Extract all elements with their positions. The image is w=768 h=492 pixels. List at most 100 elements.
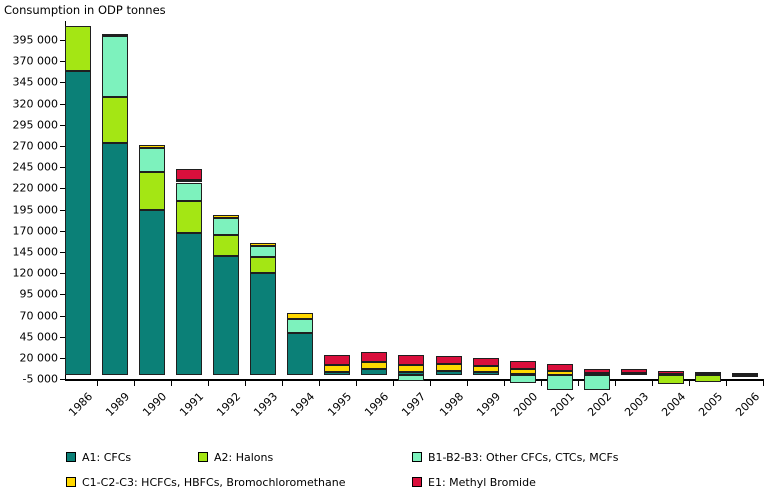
y-tick-mark <box>60 358 65 359</box>
x-tick-mark <box>467 381 468 386</box>
y-tick-mark <box>60 61 65 62</box>
y-tick-label: 370 000 <box>12 54 59 68</box>
bar-segment <box>250 273 277 375</box>
bar-segment <box>213 235 240 257</box>
x-tick-label: 1994 <box>288 390 318 419</box>
y-tick-mark <box>60 379 65 380</box>
bar-segment <box>250 243 277 247</box>
x-tick-mark <box>541 381 543 386</box>
y-tick-mark <box>60 146 65 147</box>
legend-label-e1-methyl-bromide: E1: Methyl Bromide <box>428 476 536 489</box>
bar-segment <box>620 368 647 373</box>
y-tick-mark <box>60 337 65 338</box>
y-tick-label: 20 000 <box>19 351 59 365</box>
x-tick-mark <box>689 381 691 386</box>
y-tick-mark <box>60 210 65 211</box>
bar-segment <box>287 332 314 375</box>
bar-segment <box>583 368 610 373</box>
x-tick-mark <box>504 381 506 386</box>
y-tick-mark <box>60 231 65 232</box>
bar-segment <box>620 372 647 375</box>
bar-segment <box>250 256 277 274</box>
bar-segment <box>509 375 536 383</box>
y-tick-label: 320 000 <box>12 97 59 111</box>
y-tick-label: -5 000 <box>22 372 58 386</box>
bar-segment <box>176 179 203 183</box>
bar-segment <box>139 147 166 173</box>
bar-segment <box>213 215 240 219</box>
bar-segment <box>435 364 462 371</box>
y-tick-label: 395 000 <box>12 33 59 47</box>
y-tick-label: 345 000 <box>12 75 59 89</box>
y-tick-label: 45 000 <box>19 330 59 344</box>
x-tick-mark <box>392 381 394 386</box>
chart-title: Consumption in ODP tonnes <box>4 3 166 17</box>
x-tick-label: 1999 <box>473 390 503 419</box>
bar-segment <box>213 256 240 375</box>
legend-label-c1-c2-c3: C1-C2-C3: HCFCs, HBFCs, Bromochlorometha… <box>82 476 346 489</box>
y-tick-mark <box>60 316 65 317</box>
x-tick-label: 2003 <box>621 390 651 419</box>
bar-segment <box>324 372 351 375</box>
y-tick-mark <box>60 125 65 126</box>
bar-segment <box>361 369 388 375</box>
bar-segment <box>324 364 351 373</box>
x-tick-label: 2006 <box>733 390 763 419</box>
x-tick-label: 1986 <box>66 390 96 419</box>
bar-segment <box>139 172 166 210</box>
legend-swatch-b1-b2-b3 <box>412 452 422 462</box>
x-tick-mark <box>318 381 320 386</box>
bar-segment <box>472 371 499 375</box>
y-tick-mark <box>60 104 65 105</box>
y-tick-mark <box>60 294 65 295</box>
legend-swatch-e1-methyl-bromide <box>412 477 422 487</box>
bar-segment <box>546 364 573 372</box>
x-tick-label: 1998 <box>436 390 466 419</box>
x-tick-mark <box>429 381 431 386</box>
bar-segment <box>176 233 203 375</box>
y-tick-label: 270 000 <box>12 139 59 153</box>
y-tick-label: 245 000 <box>12 160 59 174</box>
x-tick-label: 1993 <box>251 390 281 419</box>
y-tick-label: 95 000 <box>19 287 59 301</box>
legend-swatch-a1-cfcs <box>66 452 76 462</box>
bar-segment <box>65 71 91 375</box>
bar-segment <box>287 319 314 333</box>
x-tick-label: 1989 <box>103 390 133 419</box>
x-tick-label: 2002 <box>584 390 614 419</box>
x-tick-mark <box>244 381 246 386</box>
bar-segment <box>102 143 129 375</box>
bar-segment <box>139 209 166 375</box>
bar-segment <box>139 145 166 148</box>
bar-segment <box>102 33 129 36</box>
x-tick-mark <box>763 381 765 386</box>
legend-swatch-a2-halons <box>198 452 208 462</box>
bar-segment <box>361 352 388 363</box>
y-tick-mark <box>60 167 65 168</box>
bar-segment <box>657 375 684 385</box>
bar-segment <box>176 169 203 180</box>
bar-segment <box>398 372 425 375</box>
x-tick-label: 1995 <box>325 390 355 419</box>
x-tick-label: 2005 <box>696 390 726 419</box>
y-tick-label: 145 000 <box>12 245 59 259</box>
y-tick-label: 220 000 <box>12 181 59 195</box>
bar-segment <box>361 362 388 370</box>
bar-segment <box>694 374 721 377</box>
legend-swatch-c1-c2-c3 <box>66 477 76 487</box>
x-tick-mark <box>578 381 580 386</box>
bar-segment <box>472 358 499 366</box>
bar-segment <box>398 365 425 373</box>
bar-segment <box>250 246 277 257</box>
bar-segment <box>509 360 536 369</box>
bar-segment <box>65 25 91 72</box>
x-tick-label: 1997 <box>399 390 429 419</box>
bar-segment <box>657 370 684 374</box>
bar-segment <box>731 373 758 376</box>
y-tick-mark <box>60 40 65 41</box>
bar-segment <box>435 356 462 365</box>
legend-label-b1-b2-b3: B1-B2-B3: Other CFCs, CTCs, MCFs <box>428 451 619 464</box>
bar-segment <box>583 375 610 390</box>
x-tick-label: 2001 <box>547 390 577 419</box>
